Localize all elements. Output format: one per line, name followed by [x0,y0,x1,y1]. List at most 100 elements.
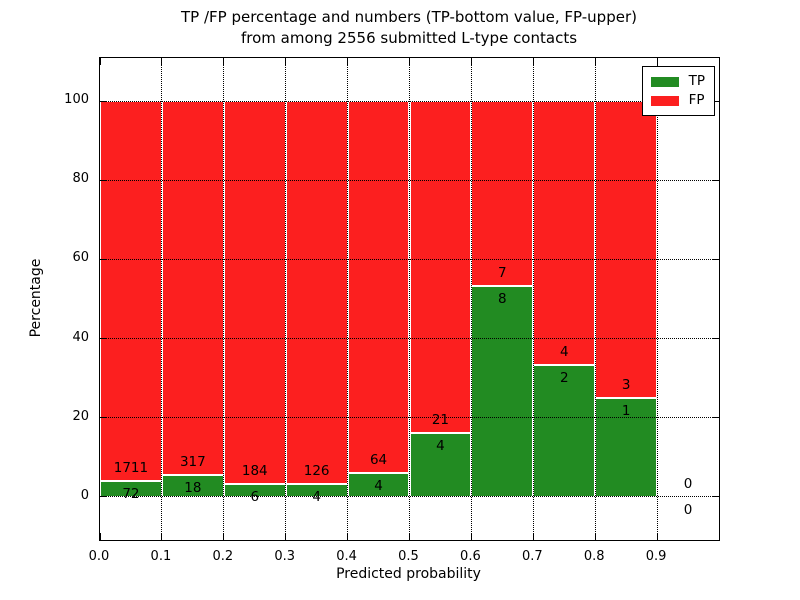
y-tick-mark-left [100,338,107,339]
tp-count-label: 6 [250,489,260,506]
y-tick-label: 40 [72,329,89,345]
y-tick-mark-right [712,496,719,498]
fp-count-label: 1711 [113,459,149,476]
grid-line-horizontal [100,179,719,181]
grid-line-horizontal [100,338,719,339]
grid-line-vertical [594,58,596,540]
x-tick-mark-top [532,58,534,65]
grid-line-vertical [470,58,472,540]
tp-count-label: 72 [122,485,140,502]
legend-label-fp: FP [688,92,705,108]
grid-line-vertical [409,58,410,540]
grid-line-vertical [223,58,225,540]
x-tick-mark-bottom [223,533,225,540]
tp-count-label: 4 [436,438,445,455]
y-tick-label: 60 [72,250,89,266]
grid-line-vertical [656,58,658,540]
tp-count-label: 0 [683,501,693,518]
y-tick-label: 0 [80,487,89,503]
x-tick-mark-bottom [409,533,410,540]
tp-count-label: 2 [559,369,569,386]
y-tick-mark-left [100,179,107,181]
x-tick-mark-bottom [532,533,534,540]
x-tick-mark-top [470,58,472,65]
x-tick-mark-top [285,58,287,65]
x-axis-label: Predicted probability [336,566,481,582]
bar-segment-fp [533,101,596,365]
x-tick-mark-top [656,58,658,65]
y-axis-label: Percentage [28,258,44,338]
grid-line-horizontal [100,100,719,102]
y-tick-mark-left [100,100,107,102]
x-tick-label: 0.5 [398,549,419,564]
x-tick-mark-bottom [347,533,349,540]
fp-count-label: 3 [621,376,631,393]
y-tick-mark-right [712,100,719,102]
x-tick-mark-bottom [99,533,101,540]
legend-swatch-fp-icon [650,95,679,106]
x-tick-label: 0.3 [274,549,296,564]
x-tick-mark-bottom [285,533,287,540]
x-tick-mark-bottom [656,533,658,540]
legend-swatch-tp-icon [650,76,679,87]
x-tick-label: 0.8 [583,549,605,564]
fp-count-label: 4 [559,343,569,360]
y-tick-mark-left [100,417,107,419]
x-tick-mark-bottom [161,533,163,540]
bar-segment-fp [409,101,472,434]
y-tick-mark-right [712,338,719,339]
x-tick-mark-top [161,58,163,65]
plot-area: TP FP 1711 72 317 18 184 6 126 4 64 4 21 4 7 8 4 2 3 1 0 0 [99,57,720,541]
fp-count-label: 126 [303,463,330,480]
x-tick-label: 0.7 [521,549,543,564]
fp-count-label: 21 [431,412,450,429]
bar-segment-tp [471,285,534,497]
bar-segment-fp [223,101,286,485]
grid-line-horizontal [100,417,719,419]
x-tick-mark-top [347,58,349,65]
bar-segment-fp [285,101,348,485]
fp-count-label: 64 [369,452,388,469]
tp-count-label: 4 [374,478,383,495]
tp-count-label: 4 [312,489,321,506]
y-tick-mark-right [712,179,719,181]
y-tick-label: 100 [64,92,89,108]
x-tick-mark-top [99,58,101,65]
grid-line-vertical [285,58,287,540]
legend: TP FP [641,66,715,116]
fp-count-label: 7 [498,264,507,281]
x-tick-label: 0.2 [212,549,234,564]
chart-title: TP /FP percentage and numbers (TP-bottom… [99,7,719,49]
x-tick-label: 0.1 [150,549,172,564]
tp-count-label: 18 [184,480,202,497]
y-tick-mark-right [712,258,719,260]
y-tick-mark-left [100,496,107,498]
chart-title-line1: TP /FP percentage and numbers (TP-bottom… [181,8,637,26]
grid-line-vertical [347,58,349,540]
fp-count-label: 317 [179,454,206,471]
grid-line-horizontal [100,496,719,498]
y-tick-mark-left [100,258,107,260]
bar-segment-fp [347,101,410,474]
bar-segment-fp [595,101,658,398]
x-tick-label: 0.9 [645,549,667,564]
bar-segment-fp [100,101,162,481]
x-tick-mark-bottom [470,533,472,540]
bar-segment-fp [161,101,224,476]
bar-segment-tp [533,364,596,497]
legend-item-fp: FP [650,91,705,110]
legend-label-tp: TP [688,73,705,89]
grid-line-vertical [161,58,163,540]
x-tick-mark-bottom [594,533,596,540]
legend-item-tp: TP [650,72,705,91]
y-tick-label: 20 [72,408,89,424]
grid-line-horizontal [100,258,719,260]
bar-segment-fp [471,101,534,286]
x-tick-label: 0.0 [88,549,110,564]
x-tick-mark-top [594,58,596,65]
y-tick-mark-right [712,417,719,419]
fp-count-label: 0 [683,475,693,492]
x-tick-mark-top [409,58,410,65]
y-tick-label: 80 [72,171,89,187]
